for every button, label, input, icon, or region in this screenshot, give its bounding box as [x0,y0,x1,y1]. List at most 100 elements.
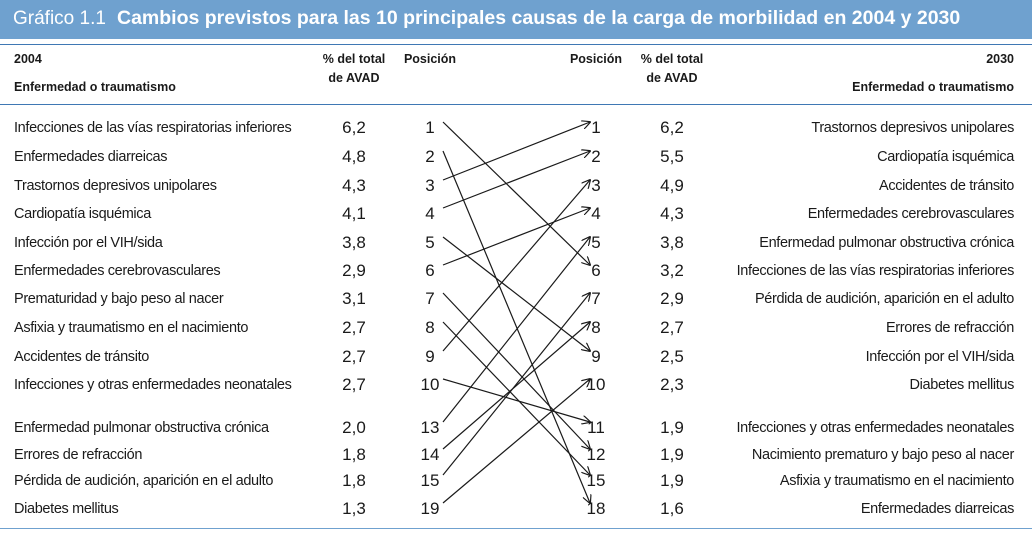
left-pct-header-line1: % del total [322,52,386,66]
right-disease-name: Infección por el VIH/sida [865,349,1015,365]
chart-title: Cambios previstos para las 10 principale… [117,7,961,29]
right-disease-name: Enfermedad pulmonar obstructiva crónica [759,235,1014,251]
left-pct-value: 3,1 [342,289,366,308]
left-disease-name: Errores de refracción [14,447,143,463]
rank-change-arrow [442,237,590,423]
rank-change-arrow [442,321,590,475]
left-rank: 4 [425,204,435,223]
rank-change-arrow [442,180,590,352]
right-disease-name: Nacimiento prematuro y bajo peso al nace… [751,447,1014,463]
left-rank: 9 [425,347,435,366]
left-rank: 15 [420,471,440,490]
right-disease-name: Trastornos depresivos unipolares [811,120,1014,136]
rank-change-arrow [442,322,590,450]
left-disease-name: Infecciones de las vías respiratorias in… [14,120,292,136]
left-disease-name: Enfermedad pulmonar obstructiva crónica [14,420,269,436]
rank-change-arrow [442,208,590,266]
right-pct-value: 1,9 [660,445,684,464]
right-rank: 5 [591,233,601,252]
right-pct-value: 2,7 [660,318,684,337]
left-pct-value: 4,1 [342,204,366,223]
right-disease-name: Cardiopatía isquémica [877,149,1014,165]
rank-change-arrow [442,293,590,476]
left-pct-value: 1,3 [342,499,366,518]
left-disease-name: Pérdida de audición, aparición en el adu… [14,473,274,489]
left-year-header: 2004 [14,52,42,66]
right-disease-name: Pérdida de audición, aparición en el adu… [754,291,1014,307]
right-pct-value: 2,9 [660,289,684,308]
right-pct-value: 1,9 [660,418,684,437]
right-pct-header-line1: % del total [640,52,704,66]
right-disease-name: Infecciones de las vías respiratorias in… [736,263,1015,279]
left-pct-value: 2,0 [342,418,366,437]
right-disease-name: Infecciones y otras enfermedades neonata… [736,420,1014,436]
right-rank: 7 [591,289,601,308]
left-disease-header: Enfermedad o traumatismo [14,80,176,94]
right-pct-header-line2: de AVAD [646,71,698,85]
left-disease-name: Cardiopatía isquémica [14,206,151,222]
left-pct-value: 2,7 [342,347,366,366]
right-rank: 4 [591,204,601,223]
right-pct-value: 1,6 [660,499,684,518]
left-pct-value: 4,3 [342,176,366,195]
rank-change-arrow [442,379,590,504]
right-year-header: 2030 [986,52,1014,66]
rank-change-arrow [442,122,590,181]
left-pct-value: 1,8 [342,471,366,490]
left-disease-name: Trastornos depresivos unipolares [14,178,217,194]
left-rank: 14 [420,445,440,464]
rank-change-arrow [442,121,590,265]
rank-change-arrow [442,292,590,449]
left-pct-value: 2,7 [342,375,366,394]
right-pct-value: 5,5 [660,147,684,166]
left-rank: 3 [425,176,435,195]
left-rank: 5 [425,233,435,252]
left-pct-value: 2,7 [342,318,366,337]
right-rank: 2 [591,147,601,166]
left-pct-header-line2: de AVAD [328,71,380,85]
right-disease-name: Asfixia y traumatismo en el nacimiento [779,473,1014,489]
right-rank-header: Posición [569,52,623,66]
left-disease-name: Enfermedades cerebrovasculares [14,263,221,279]
left-disease-name: Diabetes mellitus [14,501,119,517]
rank-change-arrow [442,151,590,209]
left-disease-name: Prematuridad y bajo peso al nacer [14,291,224,307]
right-pct-value: 3,8 [660,233,684,252]
right-pct-value: 1,9 [660,471,684,490]
left-rank: 1 [425,118,435,137]
right-pct-value: 4,9 [660,176,684,195]
left-rank: 13 [420,418,440,437]
bottom-rule [0,528,1032,529]
right-pct-value: 4,3 [660,204,684,223]
rank-change-arrow [442,378,590,422]
right-pct-value: 2,5 [660,347,684,366]
left-rank-header: Posición [403,52,457,66]
rank-change-arrow [442,236,590,351]
left-rank: 10 [420,375,440,394]
left-pct-value: 3,8 [342,233,366,252]
left-disease-name: Infecciones y otras enfermedades neonata… [14,377,292,393]
left-disease-name: Infección por el VIH/sida [14,235,163,251]
right-disease-header: Enfermedad o traumatismo [852,80,1014,94]
left-rank: 19 [420,499,440,518]
left-pct-value: 1,8 [342,445,366,464]
right-disease-name: Errores de refracción [885,320,1014,336]
right-pct-value: 6,2 [660,118,684,137]
right-rank: 9 [591,347,601,366]
right-disease-name: Accidentes de tránsito [879,178,1014,194]
right-disease-name: Enfermedades diarreicas [860,501,1015,517]
header-bottom-rule [0,104,1032,105]
rank-change-arrow [442,150,590,503]
left-pct-value: 6,2 [342,118,366,137]
left-rank: 7 [425,289,435,308]
left-disease-name: Asfixia y traumatismo en el nacimiento [14,320,249,336]
left-rank: 6 [425,261,435,280]
header-top-rule [0,44,1032,45]
right-disease-name: Diabetes mellitus [909,377,1015,393]
right-rank: 6 [591,261,601,280]
chart-number: Gráfico 1.1 [13,8,106,29]
left-rank: 8 [425,318,435,337]
title-bar: Gráfico 1.1 Cambios previstos para las 1… [0,0,1032,39]
right-pct-value: 3,2 [660,261,684,280]
